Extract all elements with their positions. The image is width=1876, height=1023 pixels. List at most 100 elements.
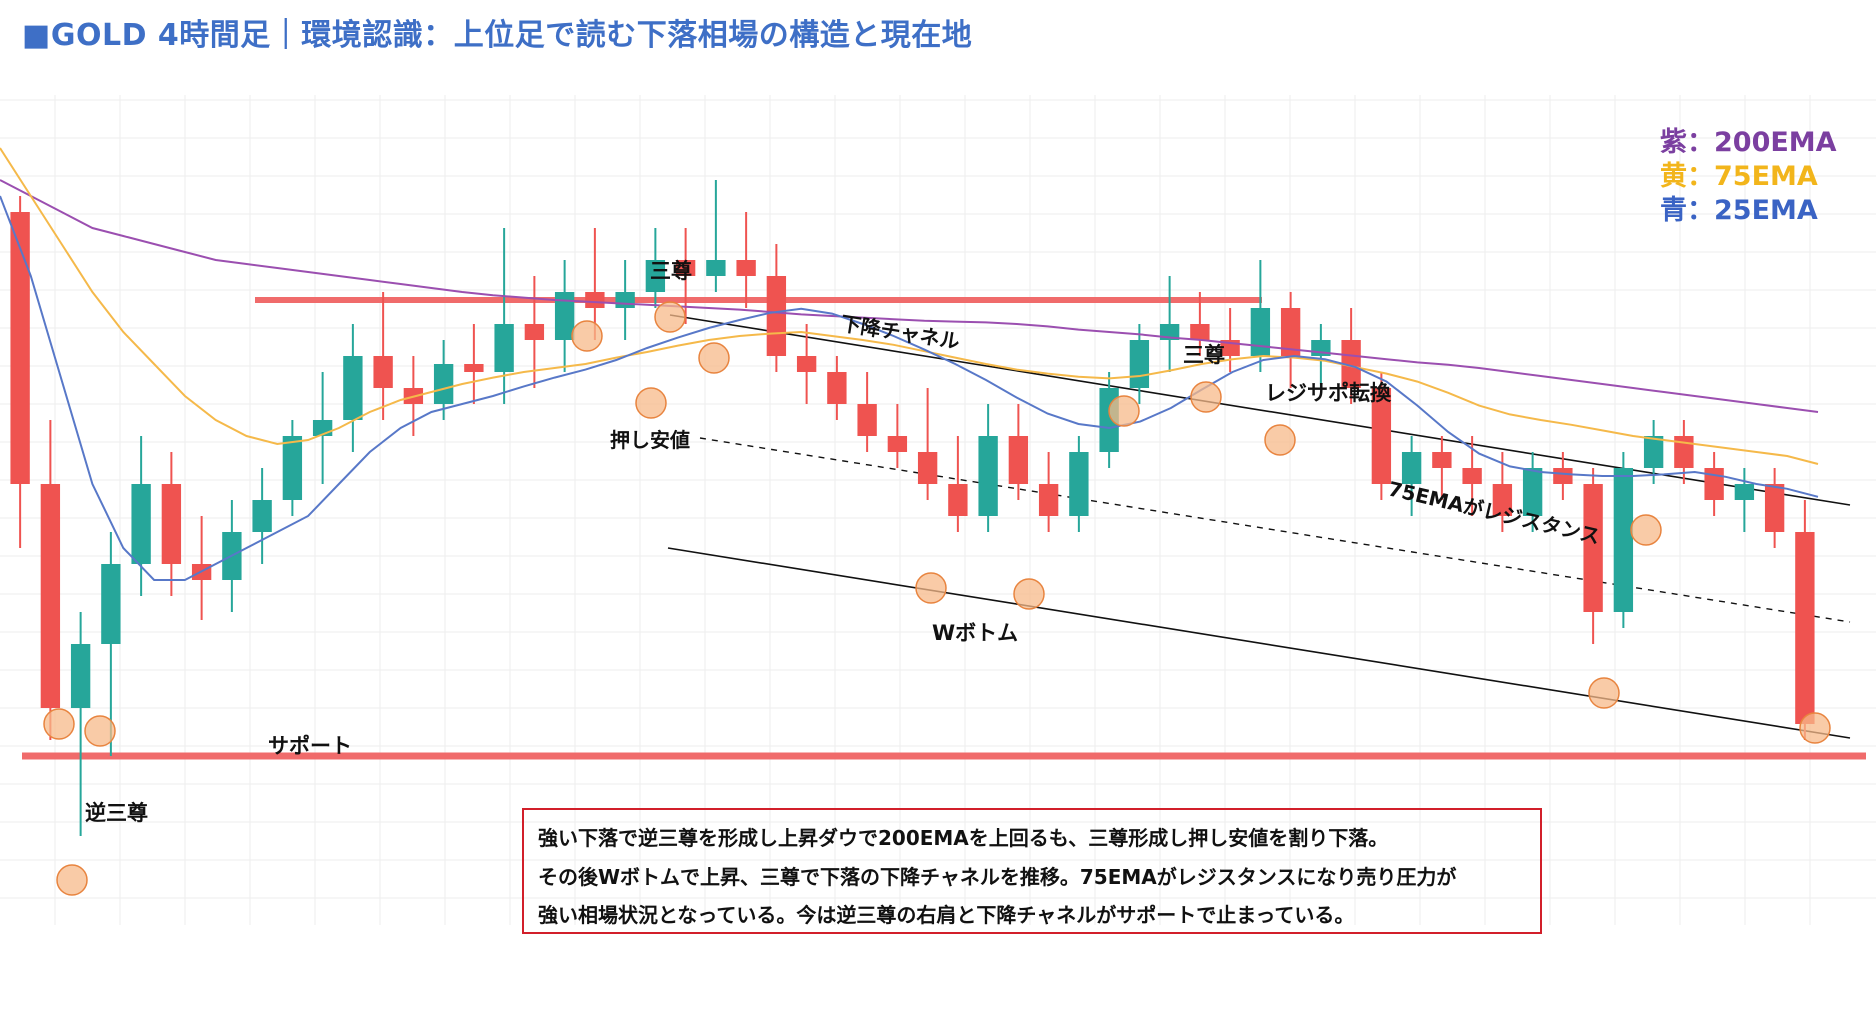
candle bbox=[736, 212, 756, 308]
candle-body bbox=[978, 436, 998, 516]
candle bbox=[1643, 420, 1664, 484]
candle bbox=[978, 404, 998, 532]
candle bbox=[1553, 452, 1573, 500]
candle bbox=[131, 436, 151, 596]
candle bbox=[101, 532, 121, 756]
candles bbox=[10, 180, 1815, 836]
candle-body bbox=[766, 276, 787, 356]
candle bbox=[1583, 468, 1603, 644]
candle-body bbox=[1341, 340, 1361, 388]
ema25-line bbox=[0, 195, 1819, 581]
candle bbox=[1432, 436, 1452, 500]
legend-ema25: 青：25EMA bbox=[1660, 195, 1818, 226]
candle bbox=[282, 420, 303, 516]
candle-body bbox=[1764, 484, 1785, 532]
pattern-marker bbox=[1013, 578, 1045, 610]
pattern-marker bbox=[698, 342, 730, 374]
candle-body bbox=[917, 452, 938, 484]
candle bbox=[312, 372, 333, 484]
label-wbottom: Wボトム bbox=[932, 621, 1018, 645]
candle bbox=[1008, 404, 1029, 500]
candle bbox=[645, 228, 666, 308]
candle-body bbox=[161, 484, 182, 564]
candle bbox=[10, 196, 30, 548]
candle-body bbox=[1583, 484, 1603, 612]
pattern-marker bbox=[915, 572, 947, 604]
candle-body bbox=[433, 364, 454, 404]
candle-body bbox=[373, 356, 393, 388]
candle-body bbox=[1613, 468, 1634, 612]
candle-body bbox=[1643, 436, 1664, 468]
candle-body bbox=[796, 356, 817, 372]
note-line-1: 強い下落で逆三尊を形成し上昇ダウで200EMAを上回るも、三尊形成し押し安値を割… bbox=[538, 826, 1389, 850]
candle-body bbox=[645, 260, 666, 292]
candle-body bbox=[1522, 468, 1543, 516]
candle-body bbox=[585, 292, 605, 308]
candle-body bbox=[494, 324, 514, 372]
candle-body bbox=[1069, 452, 1089, 516]
pattern-marker bbox=[84, 715, 116, 747]
candle-body bbox=[1038, 484, 1059, 516]
candle-body bbox=[736, 260, 756, 276]
candle bbox=[373, 292, 393, 420]
candle bbox=[1038, 452, 1059, 532]
candle-body bbox=[343, 356, 363, 420]
candle bbox=[554, 260, 575, 372]
candle bbox=[675, 228, 696, 324]
ema-lines bbox=[0, 147, 1819, 581]
candle bbox=[1764, 468, 1785, 548]
candle-body bbox=[282, 436, 303, 500]
pattern-markers bbox=[43, 301, 1831, 896]
candle bbox=[827, 356, 847, 420]
note-line-3: 強い相場状況となっている。今は逆三尊の右肩と下降チャネルがサポートで止まっている… bbox=[538, 903, 1355, 927]
candle-body bbox=[1280, 308, 1301, 356]
candle-body bbox=[1129, 340, 1150, 388]
candle-body bbox=[252, 500, 272, 532]
summary-note: 強い下落で逆三尊を形成し上昇ダウで200EMAを上回るも、三尊形成し押し安値を割… bbox=[522, 808, 1542, 934]
candle bbox=[433, 340, 454, 420]
candle-body bbox=[1190, 324, 1210, 340]
pattern-marker bbox=[1108, 395, 1140, 427]
trend-dashed-line bbox=[699, 437, 1851, 623]
candle bbox=[1704, 452, 1724, 516]
channel-lower-line bbox=[667, 547, 1851, 739]
candle bbox=[706, 180, 726, 292]
candle-body bbox=[1401, 452, 1422, 484]
candle bbox=[1674, 420, 1694, 484]
ema200-line bbox=[0, 179, 1819, 413]
candle bbox=[464, 324, 484, 404]
candle-body bbox=[857, 404, 877, 436]
candle bbox=[1280, 292, 1301, 388]
candle-body bbox=[554, 292, 575, 340]
candle-body bbox=[1371, 388, 1392, 484]
label-sansou-right: 三尊 bbox=[1183, 343, 1225, 367]
candle bbox=[796, 324, 817, 404]
candle-body bbox=[1432, 452, 1452, 468]
candle bbox=[1190, 292, 1210, 356]
candle bbox=[252, 468, 272, 564]
chart-grid bbox=[0, 95, 1876, 925]
label-oshi: 押し安値 bbox=[610, 428, 690, 452]
label-role-reversal: レジサポ転換 bbox=[1265, 381, 1392, 405]
pattern-marker bbox=[56, 864, 88, 896]
candle bbox=[585, 228, 605, 340]
label-inverse: 逆三尊 bbox=[85, 801, 148, 825]
candle-body bbox=[1462, 468, 1482, 484]
candle-body bbox=[1795, 532, 1815, 724]
ema75-line bbox=[0, 147, 1819, 465]
candle-body bbox=[10, 212, 30, 484]
candle bbox=[1311, 324, 1331, 388]
candle-body bbox=[70, 644, 91, 708]
pattern-marker bbox=[1190, 381, 1222, 413]
candle bbox=[40, 420, 61, 740]
candle-body bbox=[615, 292, 635, 308]
legend-ema200: 紫：200EMA bbox=[1660, 127, 1837, 158]
pattern-marker bbox=[571, 320, 603, 352]
candle bbox=[1069, 436, 1089, 532]
candle bbox=[857, 372, 877, 452]
candle-body bbox=[101, 564, 121, 644]
pattern-marker bbox=[654, 301, 686, 333]
note-line-2: その後Wボトムで上昇、三尊で下落の下降チャネルを推移。75EMAがレジスタンスに… bbox=[538, 864, 1457, 889]
legend-ema75: 黄：75EMA bbox=[1660, 161, 1818, 192]
